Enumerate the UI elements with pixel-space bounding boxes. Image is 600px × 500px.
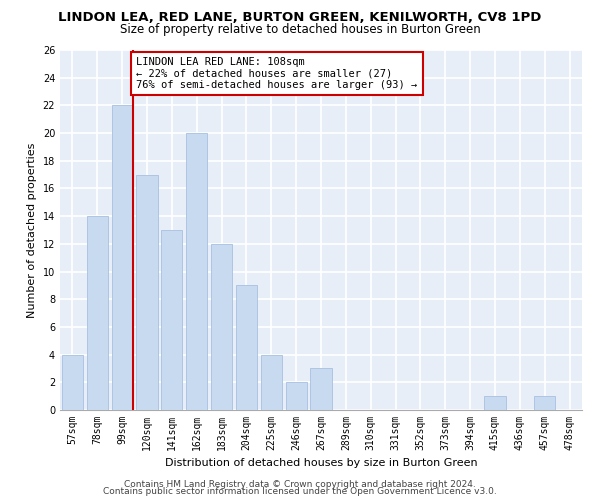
Y-axis label: Number of detached properties: Number of detached properties	[27, 142, 37, 318]
Bar	[236, 286, 257, 410]
Bar	[87, 216, 108, 410]
Bar	[62, 354, 83, 410]
Text: Size of property relative to detached houses in Burton Green: Size of property relative to detached ho…	[119, 22, 481, 36]
Bar	[534, 396, 555, 410]
Bar	[310, 368, 332, 410]
X-axis label: Distribution of detached houses by size in Burton Green: Distribution of detached houses by size …	[164, 458, 478, 468]
Bar	[186, 133, 207, 410]
Text: LINDON LEA RED LANE: 108sqm
← 22% of detached houses are smaller (27)
76% of sem: LINDON LEA RED LANE: 108sqm ← 22% of det…	[136, 57, 418, 90]
Bar	[211, 244, 232, 410]
Text: Contains HM Land Registry data © Crown copyright and database right 2024.: Contains HM Land Registry data © Crown c…	[124, 480, 476, 489]
Bar	[136, 174, 158, 410]
Bar	[484, 396, 506, 410]
Bar	[161, 230, 182, 410]
Bar	[286, 382, 307, 410]
Text: LINDON LEA, RED LANE, BURTON GREEN, KENILWORTH, CV8 1PD: LINDON LEA, RED LANE, BURTON GREEN, KENI…	[58, 11, 542, 24]
Text: Contains public sector information licensed under the Open Government Licence v3: Contains public sector information licen…	[103, 487, 497, 496]
Bar	[112, 106, 133, 410]
Bar	[261, 354, 282, 410]
